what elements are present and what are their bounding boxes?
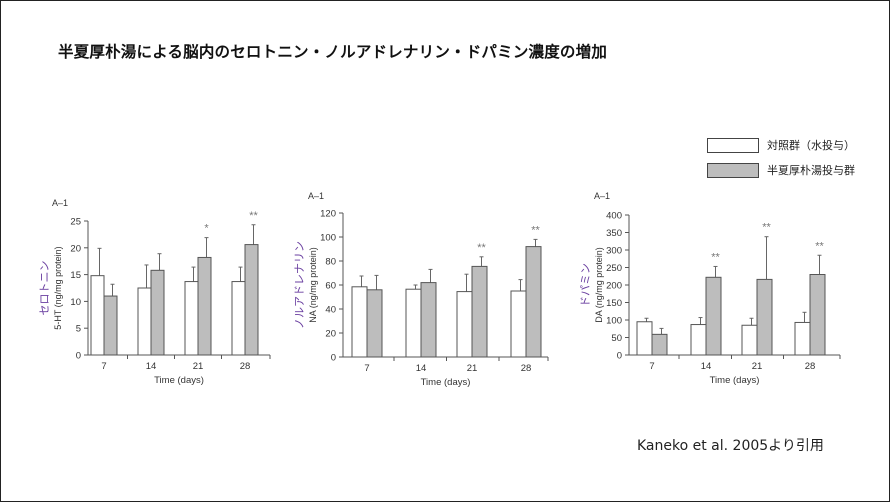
annotation-label: ノルアドレナリン: [293, 241, 306, 329]
bar-control: [456, 291, 473, 358]
y-axis-label: NA (ng/mg protein): [308, 247, 318, 323]
y-tick-label: 15: [70, 270, 81, 281]
legend-item-control: 対照群（水投与）: [707, 137, 855, 153]
y-tick-label: 400: [606, 211, 622, 222]
bar-treated: [103, 295, 118, 356]
bar-treated: [150, 269, 165, 356]
bar-treated: [197, 256, 212, 356]
y-tick-label: 100: [606, 316, 622, 327]
y-tick-label: 100: [320, 233, 336, 244]
x-tick-label: 7: [101, 361, 106, 372]
legend-label-treated: 半夏厚朴湯投与群: [767, 164, 855, 177]
y-tick-label: 350: [606, 228, 622, 239]
bar-control: [351, 286, 368, 358]
significance-marker: *: [204, 223, 209, 235]
y-tick-label: 20: [70, 243, 81, 254]
legend-swatch-control: [707, 137, 759, 153]
legend: 対照群（水投与） 半夏厚朴湯投与群: [707, 137, 855, 187]
bar-treated: [420, 282, 437, 358]
significance-marker: **: [815, 240, 824, 252]
x-tick-label: 14: [416, 363, 427, 374]
y-tick-label: 0: [617, 351, 622, 362]
bar-treated: [705, 276, 722, 356]
legend-swatch-treated: [707, 162, 759, 178]
y-tick-label: 50: [611, 333, 622, 344]
y-tick-label: 0: [76, 351, 81, 362]
x-axis-label: Time (days): [154, 375, 204, 386]
annotation-label: ドパミン: [579, 263, 592, 307]
legend-item-treated: 半夏厚朴湯投与群: [707, 162, 855, 178]
bar-control: [690, 324, 707, 356]
bar-treated: [244, 244, 259, 356]
x-tick-label: 21: [752, 361, 763, 372]
annotation-label: セロトニン: [38, 261, 51, 316]
panel-label: A–1: [308, 191, 324, 201]
legend-label-control: 対照群（水投与）: [767, 139, 855, 152]
bar-control: [184, 281, 199, 356]
bar-treated: [525, 246, 542, 358]
y-tick-label: 120: [320, 209, 336, 220]
x-tick-label: 7: [364, 363, 369, 374]
bar-control: [90, 275, 105, 356]
panel-label: A–1: [594, 191, 610, 201]
y-tick-label: 150: [606, 298, 622, 309]
bar-control: [741, 324, 758, 356]
y-tick-label: 250: [606, 263, 622, 274]
x-axis-label: Time (days): [421, 377, 471, 388]
significance-marker: **: [249, 210, 258, 222]
x-tick-label: 21: [193, 361, 204, 372]
y-tick-label: 300: [606, 246, 622, 257]
y-tick-label: 40: [325, 305, 336, 316]
y-tick-label: 0: [331, 353, 336, 364]
significance-marker: **: [762, 222, 771, 234]
bar-treated: [651, 333, 668, 356]
y-axis-label: 5-HT (ng/mg protein): [53, 246, 63, 329]
citation: Kaneko et al. 2005より引用: [637, 438, 824, 454]
significance-marker: **: [711, 251, 720, 263]
y-tick-label: 200: [606, 281, 622, 292]
significance-marker: **: [477, 242, 486, 254]
bar-treated: [809, 274, 826, 356]
bar-control: [510, 290, 527, 358]
x-tick-label: 21: [467, 363, 478, 374]
x-tick-label: 14: [146, 361, 157, 372]
y-tick-label: 10: [70, 297, 81, 308]
y-tick-label: 5: [76, 324, 81, 335]
bar-control: [405, 288, 422, 358]
bar-treated: [471, 265, 488, 358]
x-axis-label: Time (days): [710, 375, 760, 386]
bar-control: [231, 281, 246, 356]
y-tick-label: 25: [70, 217, 81, 228]
bar-control: [137, 287, 152, 356]
x-tick-label: 7: [649, 361, 654, 372]
y-tick-label: 20: [325, 329, 336, 340]
slide-title: 半夏厚朴湯による脳内のセロトニン・ノルアドレナリン・ドパミン濃度の増加: [58, 43, 608, 61]
x-tick-label: 28: [240, 361, 251, 372]
panel-label: A–1: [52, 198, 68, 208]
bar-control: [794, 321, 811, 356]
x-tick-label: 28: [805, 361, 816, 372]
significance-marker: **: [531, 224, 540, 236]
x-tick-label: 28: [521, 363, 532, 374]
y-tick-label: 60: [325, 281, 336, 292]
bar-treated: [366, 289, 383, 358]
bar-control: [636, 321, 653, 356]
x-tick-label: 14: [701, 361, 712, 372]
y-axis-label: DA (ng/mg protein): [594, 247, 604, 323]
bar-treated: [756, 278, 773, 356]
y-tick-label: 80: [325, 257, 336, 268]
